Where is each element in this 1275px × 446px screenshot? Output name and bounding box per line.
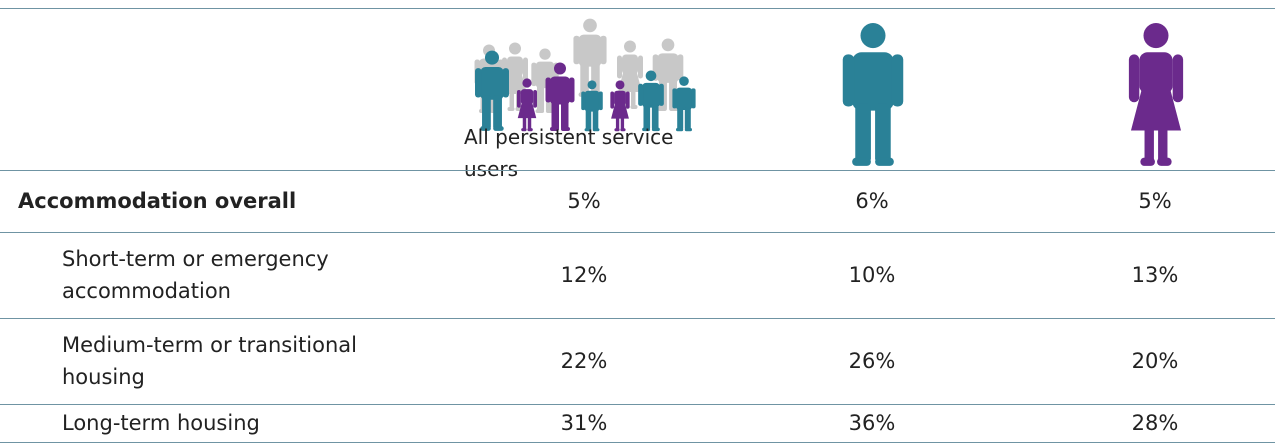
man-icon	[842, 23, 904, 166]
value-cell: 13%	[1131, 263, 1179, 287]
rule	[0, 442, 1275, 443]
value-cell: 5%	[1138, 189, 1172, 213]
rule	[0, 318, 1275, 319]
value-cell: 28%	[1131, 411, 1179, 435]
value-cell: 26%	[848, 349, 896, 373]
crowd-icon	[474, 18, 696, 132]
woman-icon	[1128, 23, 1184, 166]
value-cell: 5%	[567, 189, 601, 213]
rule	[0, 232, 1275, 233]
row-label: Short-term or emergency accommodation	[62, 247, 329, 303]
value-cell: 12%	[560, 263, 608, 287]
rule	[0, 170, 1275, 171]
value-cell: 6%	[855, 189, 889, 213]
row-label: Accommodation overall	[18, 189, 297, 213]
rule	[0, 8, 1275, 9]
value-cell: 36%	[848, 411, 896, 435]
column-label: All persistent service users	[464, 125, 674, 181]
value-cell: 31%	[560, 411, 608, 435]
value-cell: 10%	[848, 263, 896, 287]
value-cell: 22%	[560, 349, 608, 373]
row-label: Medium-term or transitional housing	[62, 333, 358, 389]
row-label: Long-term housing	[62, 411, 260, 435]
rule	[0, 404, 1275, 405]
value-cell: 20%	[1131, 349, 1179, 373]
